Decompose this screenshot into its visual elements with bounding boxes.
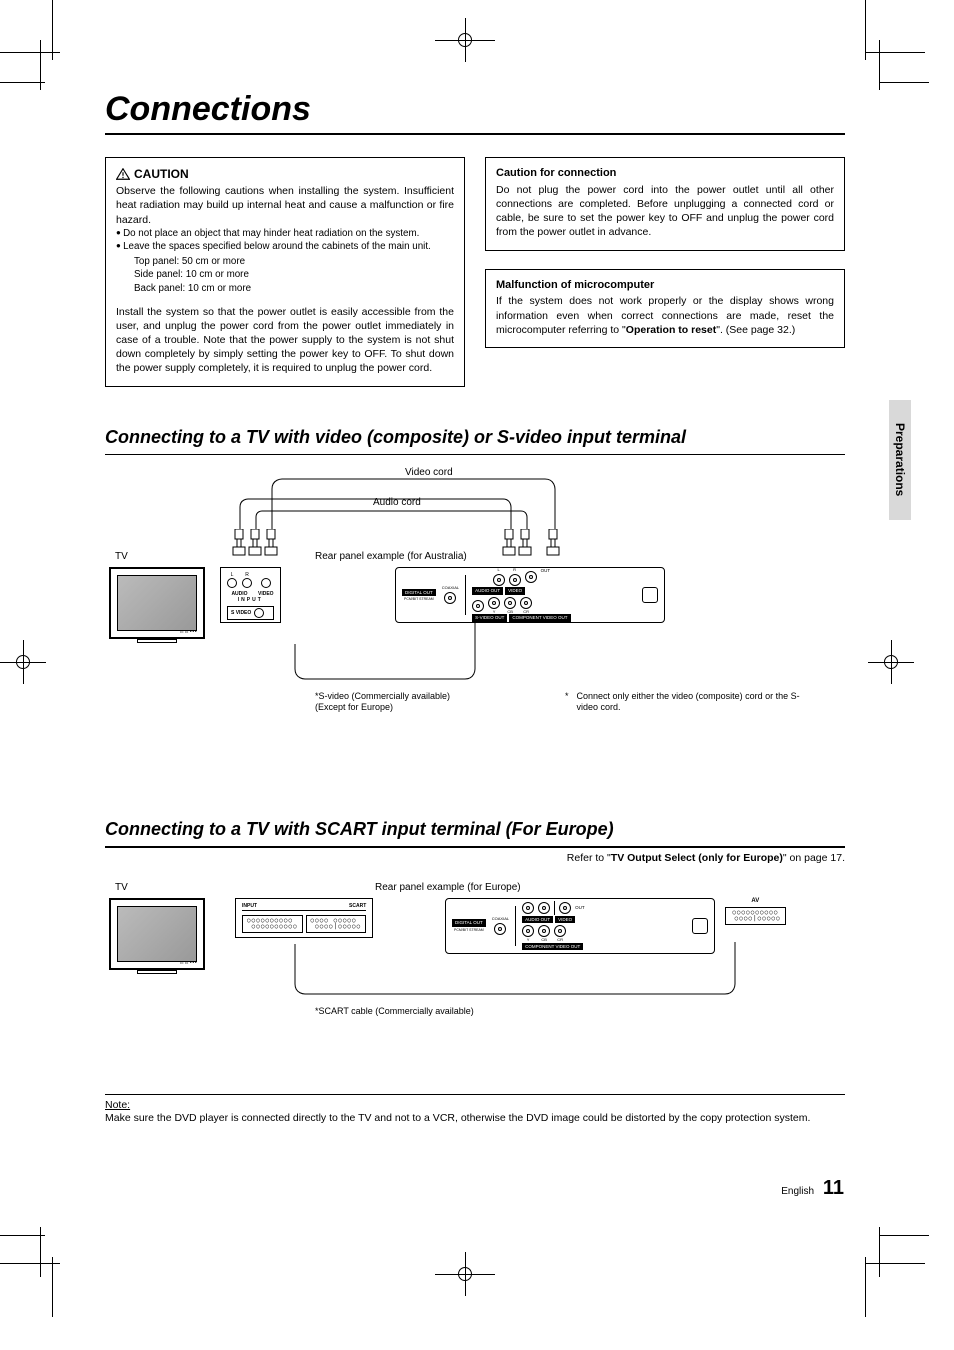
fan-icon2	[692, 918, 708, 934]
caution-box: CAUTION Observe the following cautions w…	[105, 157, 465, 387]
diagram-composite: Video cord Audio cord TV Rear panel exam…	[105, 459, 845, 759]
caution-spacing: Top panel: 50 cm or more Side panel: 10 …	[116, 255, 454, 295]
caution-intro: Observe the following cautions when inst…	[116, 184, 454, 227]
section2-rule	[105, 846, 845, 848]
side-tab-preparations: Preparations	[889, 400, 911, 520]
section2-title: Connecting to a TV with SCART input term…	[105, 819, 845, 840]
section2-sub: Refer to "TV Output Select (only for Eur…	[105, 852, 845, 864]
caution-install-note: Install the system so that the power out…	[116, 305, 454, 376]
connection-caution-heading: Caution for connection	[496, 166, 834, 181]
plugs-panel-side	[497, 529, 577, 563]
section1-rule	[105, 454, 845, 456]
plugs-tv-side	[225, 529, 295, 563]
page-footer: English 11	[781, 1177, 844, 1200]
diagram-scart: TV Rear panel example (for Europe) ▭ ▭ ∘…	[105, 874, 845, 1044]
label-rear-panel: Rear panel example (for Australia)	[315, 551, 467, 563]
label-video-cord: Video cord	[405, 467, 453, 479]
label-audio-cord: Audio cord	[373, 497, 421, 509]
footer-lang: English	[781, 1186, 814, 1197]
label-tv2: TV	[115, 882, 128, 894]
label-rear-panel2: Rear panel example (for Europe)	[375, 882, 521, 894]
note-text: Make sure the DVD player is connected di…	[105, 1111, 845, 1125]
connection-caution-box: Caution for connection Do not plug the p…	[485, 157, 845, 251]
rear-panel-eu: DIGITAL OUT PCM/BIT STREAM COAXIAL OUT A…	[445, 898, 715, 954]
malfunction-heading: Malfunction of microcomputer	[496, 278, 834, 293]
tv-icon: ▭ ▭ ∘∘∘	[109, 567, 205, 639]
caution-bullets: Do not place an object that may hinder h…	[116, 227, 454, 253]
label-tv: TV	[115, 551, 128, 563]
section1-title: Connecting to a TV with video (composite…	[105, 427, 845, 448]
rear-panel-aus: DIGITAL OUT PCM/BIT STREAM COAXIAL L R O…	[395, 567, 665, 623]
av-scart-port: AV ○○○○○○○○○○ ○○○○|○○○○○	[725, 898, 786, 925]
note-rule	[105, 1094, 845, 1095]
svideo-note: *S-video (Commercially available) (Excep…	[315, 691, 450, 713]
side-tab-label: Preparations	[893, 423, 907, 496]
connection-caution-text: Do not plug the power cord into the powe…	[496, 183, 834, 240]
connect-note: * Connect only either the video (composi…	[565, 691, 815, 713]
malfunction-box: Malfunction of microcomputer If the syst…	[485, 269, 845, 348]
scart-note: *SCART cable (Commercially available)	[315, 1006, 474, 1017]
tv-back-panel: L R AUDIO VIDEO INPUT S VIDEO	[220, 567, 281, 623]
fan-icon	[642, 587, 658, 603]
tv-icon2: ▭ ▭ ∘∘∘	[109, 898, 205, 970]
page-title: Connections	[105, 90, 845, 129]
tv-scart-back: INPUT SCART ○○○○○○○○○○ ○○○○○○○○○○ ○○○○ ○…	[235, 898, 373, 938]
warning-icon	[116, 168, 130, 180]
malfunction-text: If the system does not work properly or …	[496, 294, 834, 337]
note-label: Note:	[105, 1099, 845, 1111]
footer-page: 11	[823, 1177, 844, 1199]
caution-heading: CAUTION	[116, 166, 454, 182]
title-rule	[105, 133, 845, 135]
